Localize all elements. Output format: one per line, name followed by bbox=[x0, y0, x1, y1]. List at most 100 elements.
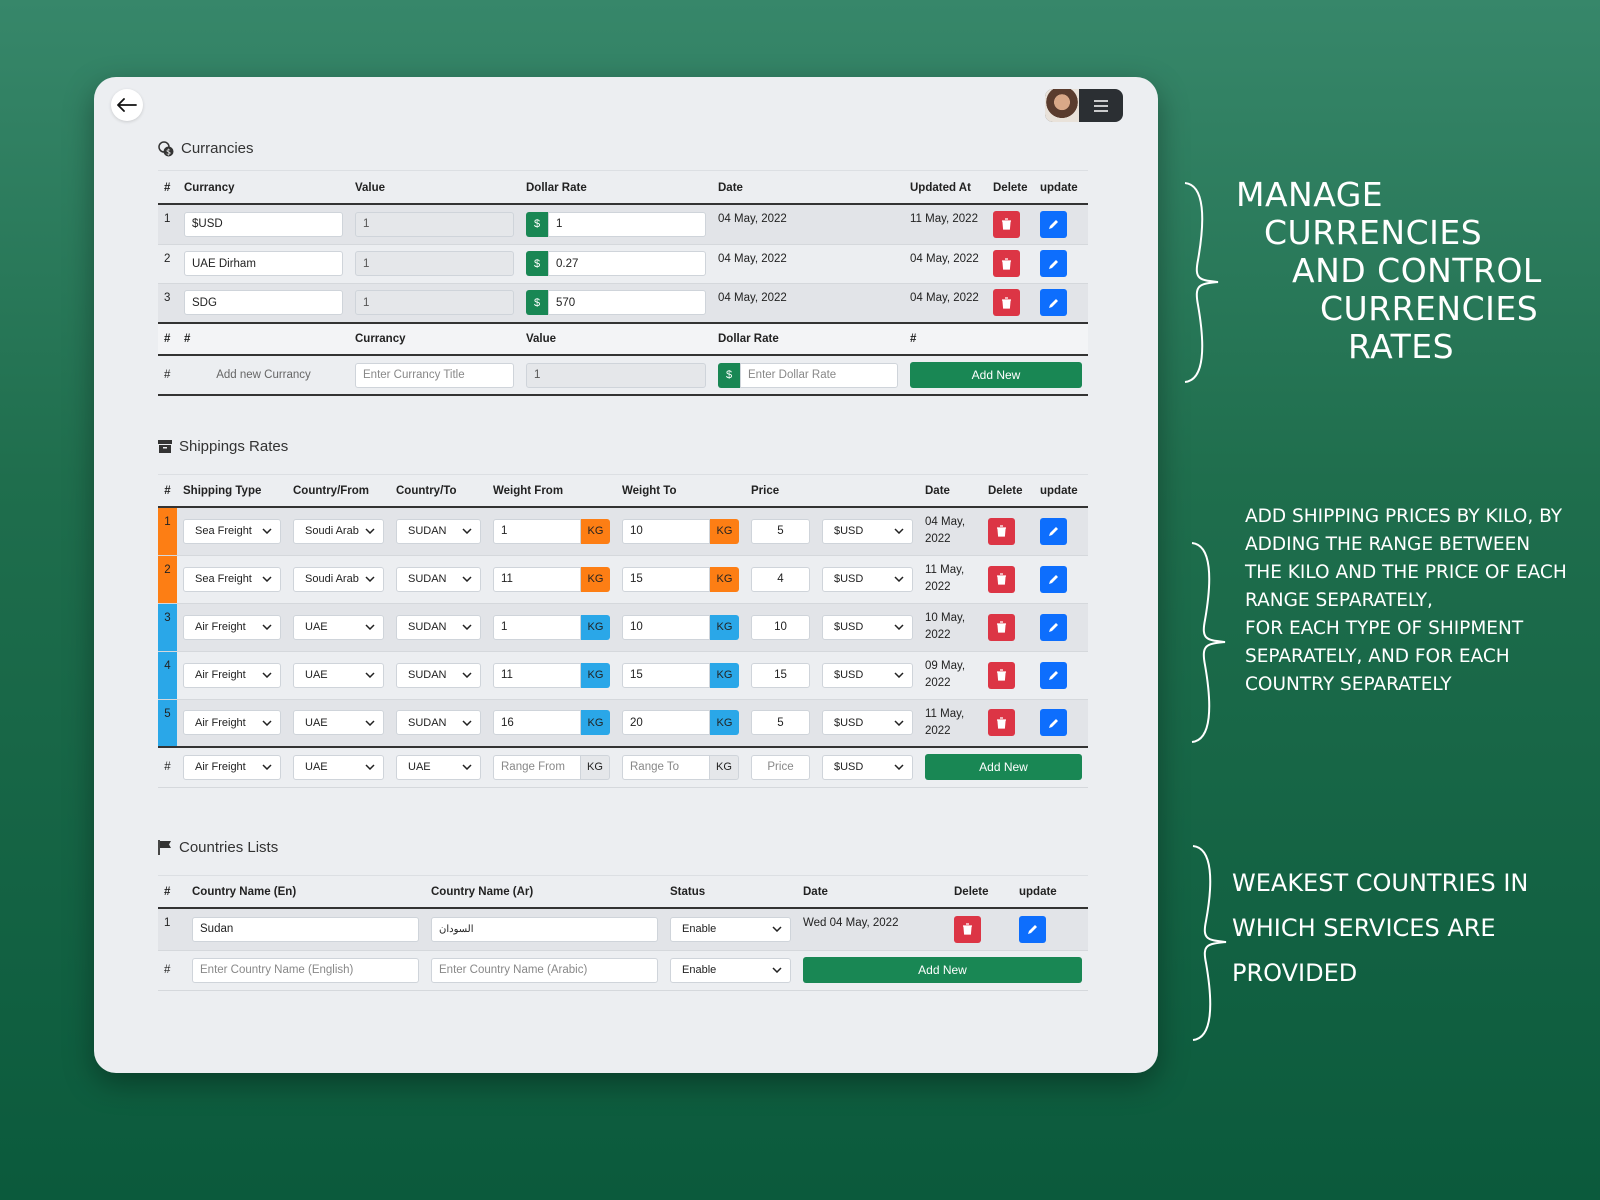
country-to-select[interactable]: SUDAN bbox=[396, 518, 481, 544]
country-from-select-value: UAE bbox=[305, 669, 328, 681]
country-name-en-input[interactable]: Enter Country Name (English) bbox=[192, 957, 419, 983]
col-header: Delete bbox=[954, 885, 989, 898]
delete-button[interactable] bbox=[993, 250, 1020, 277]
currency-name-input[interactable]: $USD bbox=[184, 211, 343, 237]
col-header: Date bbox=[718, 181, 743, 194]
currency-select-value: $USD bbox=[834, 669, 864, 681]
table-row: 3 SDG 1 $570 04 May, 2022 04 May, 2022 bbox=[158, 283, 1088, 323]
shipping-type-select[interactable]: Sea Freight bbox=[183, 518, 281, 544]
annotation-line: ADD SHIPPING PRICES BY KILO, BY bbox=[1245, 506, 1563, 527]
currency-select-value: $USD bbox=[834, 621, 864, 633]
currency-select[interactable]: $USD bbox=[822, 710, 913, 736]
currency-select[interactable]: $USD bbox=[822, 754, 913, 780]
price-input[interactable]: 4 bbox=[751, 566, 810, 592]
currency-select[interactable]: $USD bbox=[822, 566, 913, 592]
update-button[interactable] bbox=[1040, 613, 1067, 641]
update-button[interactable] bbox=[1040, 517, 1067, 545]
update-button[interactable] bbox=[1040, 289, 1067, 317]
dollar-rate-input[interactable]: 570 bbox=[548, 290, 706, 316]
update-button[interactable] bbox=[1040, 565, 1067, 593]
update-button[interactable] bbox=[1040, 709, 1067, 737]
trash-icon bbox=[997, 669, 1006, 681]
price-input[interactable]: 5 bbox=[751, 518, 810, 544]
chevron-down-icon bbox=[262, 672, 272, 678]
add-shipping-button[interactable]: Add New bbox=[925, 754, 1082, 781]
price-input[interactable]: 10 bbox=[751, 614, 810, 640]
dollar-rate-input[interactable]: 0.27 bbox=[548, 251, 706, 276]
currency-select[interactable]: $USD bbox=[822, 614, 913, 640]
weight-from-input[interactable]: 11 bbox=[493, 566, 581, 592]
delete-button[interactable] bbox=[988, 613, 1015, 641]
weight-from-input[interactable]: 16 bbox=[493, 710, 581, 736]
country-from-select-value: UAE bbox=[305, 621, 328, 633]
delete-button[interactable] bbox=[988, 517, 1015, 545]
shipping-type-select-value: Sea Freight bbox=[195, 573, 252, 585]
price-input[interactable]: 5 bbox=[751, 710, 810, 736]
date-line: 04 May, bbox=[925, 516, 966, 529]
update-button[interactable] bbox=[1040, 250, 1067, 277]
price-input[interactable]: 15 bbox=[751, 662, 810, 688]
shipping-type-select[interactable]: Air Freight bbox=[183, 710, 281, 736]
delete-button[interactable] bbox=[988, 661, 1015, 689]
table-row: 1 Sea Freight Soudi Arab SUDAN 1 KG 10 KG 5 $USD 0… bbox=[158, 507, 1088, 555]
country-from-select[interactable]: Soudi Arab bbox=[293, 518, 384, 544]
weight-to-input[interactable]: 15 bbox=[622, 662, 710, 688]
add-country-button[interactable]: Add New bbox=[803, 957, 1082, 983]
shipping-type-select[interactable]: Air Freight bbox=[183, 754, 281, 780]
date-cell: 04 May, 2022 bbox=[718, 213, 787, 225]
country-to-select[interactable]: SUDAN bbox=[396, 662, 481, 688]
chevron-down-icon bbox=[365, 624, 375, 630]
delete-button[interactable] bbox=[988, 565, 1015, 593]
update-button[interactable] bbox=[1040, 661, 1067, 689]
back-button[interactable] bbox=[111, 89, 143, 121]
country-name-en-input[interactable]: Sudan bbox=[192, 916, 419, 942]
weight-to-input[interactable]: 10 bbox=[622, 518, 710, 544]
delete-button[interactable] bbox=[993, 210, 1020, 238]
weight-from-input[interactable]: 1 bbox=[493, 518, 581, 544]
price-input[interactable]: Price bbox=[751, 754, 810, 780]
delete-button[interactable] bbox=[988, 709, 1015, 737]
country-name-ar-input[interactable]: السودان bbox=[431, 916, 658, 942]
status-select[interactable]: Enable bbox=[670, 957, 791, 983]
shipping-type-select[interactable]: Air Freight bbox=[183, 662, 281, 688]
col-header: Price bbox=[751, 484, 780, 497]
currency-select[interactable]: $USD bbox=[822, 662, 913, 688]
country-name-ar-input[interactable]: Enter Country Name (Arabic) bbox=[431, 957, 658, 983]
currency-select[interactable]: $USD bbox=[822, 518, 913, 544]
country-from-select[interactable]: Soudi Arab bbox=[293, 566, 384, 592]
country-from-select[interactable]: UAE bbox=[293, 754, 384, 780]
update-button[interactable] bbox=[1040, 210, 1067, 238]
country-to-select[interactable]: UAE bbox=[396, 754, 481, 780]
currency-title-input[interactable]: Enter Currancy Title bbox=[355, 362, 514, 388]
country-from-select[interactable]: UAE bbox=[293, 662, 384, 688]
currency-name-input[interactable]: UAE Dirham bbox=[184, 251, 343, 276]
weight-to-input[interactable]: 20 bbox=[622, 710, 710, 736]
delete-button[interactable] bbox=[993, 289, 1020, 317]
kg-unit: KG bbox=[581, 710, 610, 736]
shipping-type-select[interactable]: Air Freight bbox=[183, 614, 281, 640]
annotation-line: WEAKEST COUNTRIES IN bbox=[1232, 869, 1529, 897]
user-menu[interactable] bbox=[1045, 89, 1123, 122]
chevron-down-icon bbox=[772, 967, 782, 973]
range-to-input[interactable]: Range To bbox=[622, 754, 710, 780]
country-from-select[interactable]: UAE bbox=[293, 710, 384, 736]
country-to-select[interactable]: SUDAN bbox=[396, 710, 481, 736]
weight-from-input[interactable]: 1 bbox=[493, 614, 581, 640]
delete-button[interactable] bbox=[954, 915, 981, 943]
country-to-select[interactable]: SUDAN bbox=[396, 566, 481, 592]
weight-to-input[interactable]: 10 bbox=[622, 614, 710, 640]
dollar-rate-input[interactable]: Enter Dollar Rate bbox=[740, 362, 898, 388]
shipping-type-select[interactable]: Sea Freight bbox=[183, 566, 281, 592]
country-to-select[interactable]: SUDAN bbox=[396, 614, 481, 640]
hamburger-icon[interactable] bbox=[1079, 99, 1123, 112]
weight-to-input[interactable]: 15 bbox=[622, 566, 710, 592]
weight-from-input[interactable]: 11 bbox=[493, 662, 581, 688]
status-select[interactable]: Enable bbox=[670, 916, 791, 942]
country-from-select[interactable]: UAE bbox=[293, 614, 384, 640]
dollar-rate-input[interactable]: 1 bbox=[548, 211, 706, 237]
add-currency-button[interactable]: Add New bbox=[910, 362, 1082, 388]
range-from-input[interactable]: Range From bbox=[493, 754, 581, 780]
col-header: # bbox=[910, 333, 917, 345]
currency-name-input[interactable]: SDG bbox=[184, 290, 343, 316]
update-button[interactable] bbox=[1019, 915, 1046, 943]
